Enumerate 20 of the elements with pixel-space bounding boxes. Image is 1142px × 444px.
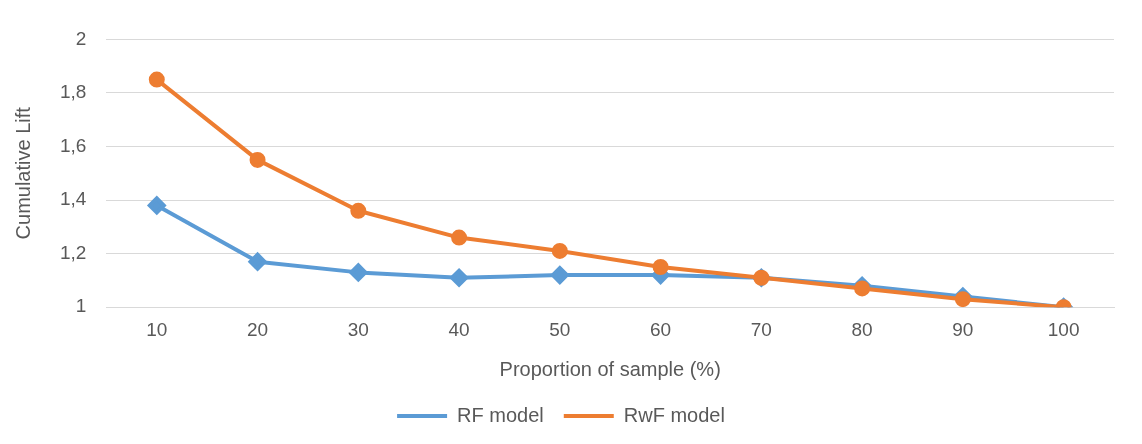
x-tick-label: 60 xyxy=(650,318,672,340)
y-axis-title: Cumulative Lift xyxy=(11,106,34,240)
x-tick-label: 10 xyxy=(146,318,168,340)
y-tick-label: 1,6 xyxy=(59,134,87,156)
x-axis-title: Proportion of sample (%) xyxy=(499,357,721,380)
x-tick-label: 80 xyxy=(851,318,873,340)
y-tick-label: 1,2 xyxy=(59,241,87,263)
x-tick-label: 70 xyxy=(750,318,772,340)
y-tick-label: 1,8 xyxy=(59,81,87,103)
y-tick-label: 1 xyxy=(75,295,87,317)
legend-label: RF model xyxy=(457,403,544,426)
x-tick-label: 50 xyxy=(549,318,571,340)
y-tick-label: 2 xyxy=(75,27,87,49)
x-tick-label: 20 xyxy=(246,318,269,340)
y-tick-label: 1,4 xyxy=(59,188,87,210)
x-tick-label: 100 xyxy=(1047,318,1080,340)
x-tick-label: 40 xyxy=(448,318,470,340)
x-tick-label: 90 xyxy=(952,318,974,340)
legend-label: RwF model xyxy=(623,403,725,426)
x-tick-label: 30 xyxy=(347,318,369,340)
